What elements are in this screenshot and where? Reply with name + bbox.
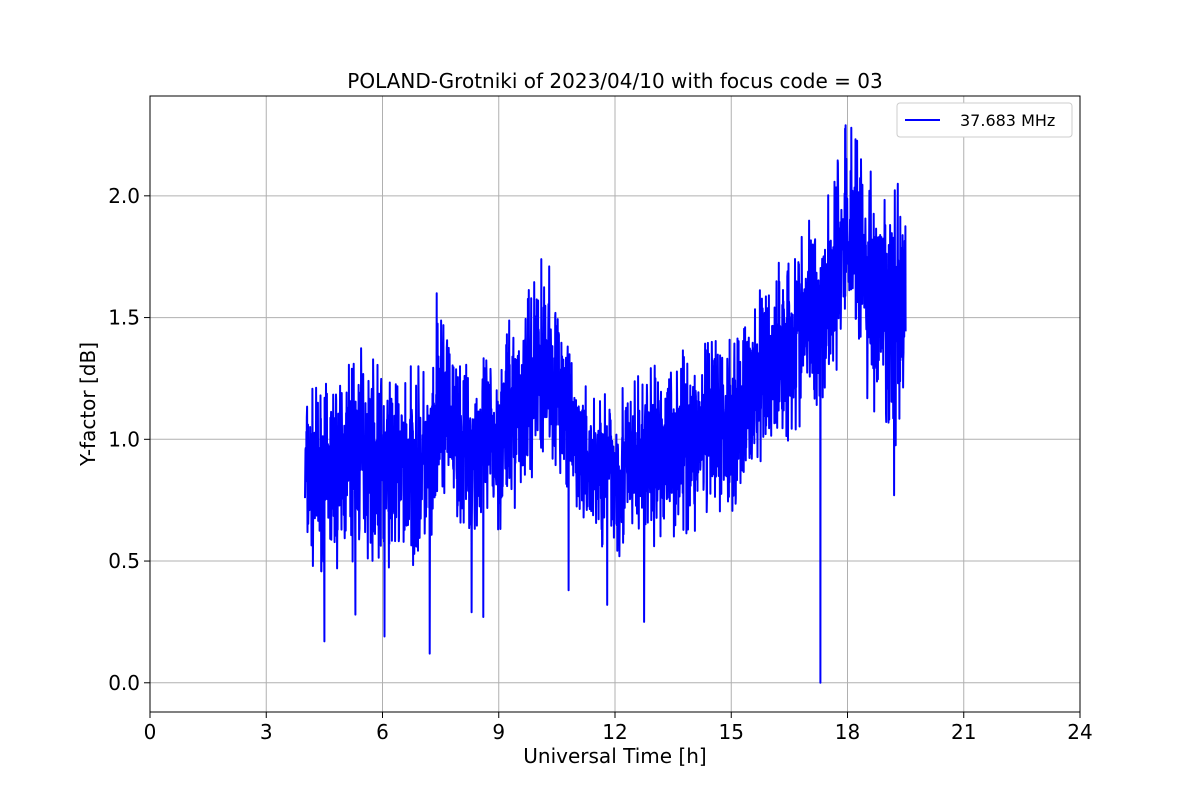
- y-axis-label: Y-factor [dB]: [76, 342, 100, 467]
- x-tick-label: 12: [602, 720, 627, 744]
- x-tick-label: 3: [260, 720, 273, 744]
- legend: 37.683 MHz: [896, 102, 1073, 138]
- x-tick-label: 15: [719, 720, 744, 744]
- y-tick-label: 0.5: [108, 549, 140, 573]
- x-tick-label: 24: [1067, 720, 1092, 744]
- x-tick-label: 6: [376, 720, 389, 744]
- legend-label: 37.683 MHz: [960, 111, 1055, 130]
- x-axis-label: Universal Time [h]: [523, 744, 706, 768]
- y-tick-label: 2.0: [108, 184, 140, 208]
- x-tick-label: 0: [144, 720, 157, 744]
- x-axis-ticks: 0 3 6 9 12 15 18 21 24: [144, 712, 1093, 744]
- y-tick-label: 0.0: [108, 671, 140, 695]
- y-axis-ticks: 0.0 0.5 1.0 1.5 2.0: [108, 184, 150, 695]
- series-line-37-683-mhz: [304, 124, 907, 684]
- legend-box: [896, 102, 1073, 138]
- y-tick-label: 1.5: [108, 306, 140, 330]
- chart-title: POLAND-Grotniki of 2023/04/10 with focus…: [347, 69, 882, 93]
- x-tick-label: 9: [492, 720, 505, 744]
- x-tick-label: 21: [951, 720, 976, 744]
- y-tick-label: 1.0: [108, 427, 140, 451]
- plot-area: [304, 124, 907, 684]
- x-tick-label: 18: [835, 720, 860, 744]
